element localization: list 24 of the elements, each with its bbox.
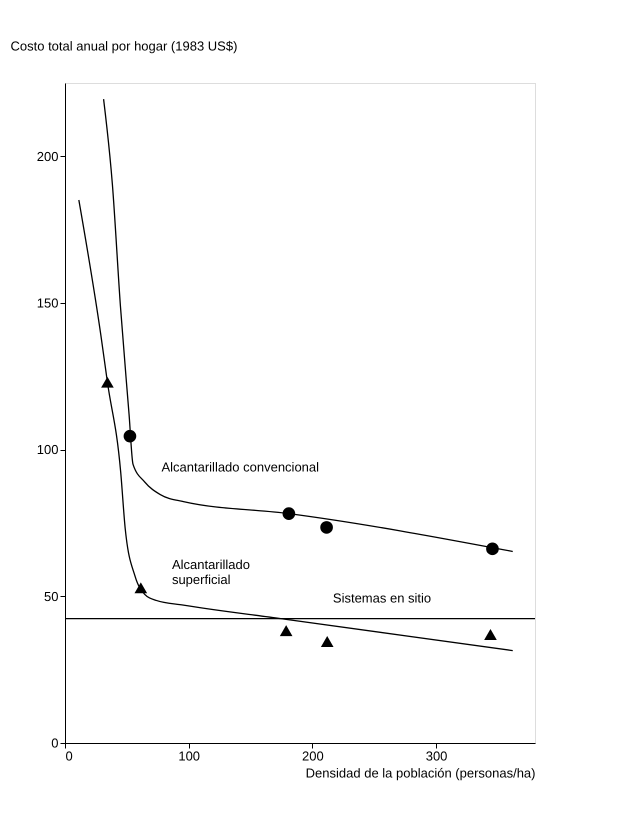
annotation: Alcantarillado superficial: [172, 557, 250, 588]
y-axis-title: Costo total anual por hogar (1983 US$): [10, 38, 238, 54]
point: [134, 582, 148, 594]
point: [484, 628, 497, 640]
point: [282, 507, 296, 520]
point: [124, 430, 136, 442]
y-tick-label: 0: [51, 736, 58, 750]
y-tick-label: 100: [36, 442, 58, 458]
point: [320, 636, 334, 647]
line-series: [102, 98, 514, 552]
x-tick-label: 100: [178, 748, 200, 764]
x-tick-label: 200: [302, 748, 324, 764]
point: [280, 625, 292, 636]
point: [101, 376, 114, 388]
x-tick-label: 300: [426, 748, 448, 764]
x-tick-label: 0: [66, 748, 73, 764]
y-tick-label: 200: [36, 148, 58, 164]
x-axis-title: Densidad de la población (personas/ha): [306, 766, 536, 780]
annotation: Alcantarillado convencional: [161, 460, 320, 475]
ref-line-label: Sistemas en sitio: [332, 590, 432, 606]
y-tick-label: 150: [36, 296, 58, 310]
y-tick-label: 50: [44, 588, 58, 604]
point: [486, 542, 499, 556]
point: [320, 521, 333, 534]
